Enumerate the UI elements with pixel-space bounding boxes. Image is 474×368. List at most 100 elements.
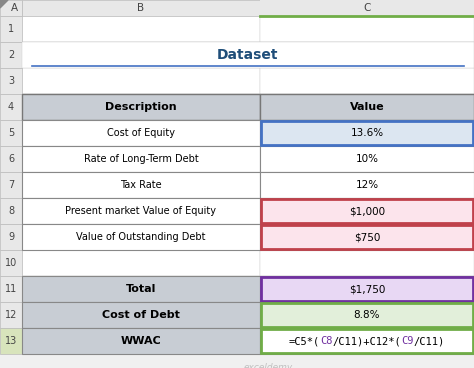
Bar <box>260 0 474 16</box>
Bar <box>261 329 473 353</box>
Bar <box>260 276 474 302</box>
Text: A: A <box>11 3 18 13</box>
Text: 11: 11 <box>5 284 17 294</box>
Bar <box>22 198 260 224</box>
Bar <box>0 172 22 198</box>
Text: =C5*(: =C5*( <box>289 336 320 346</box>
Bar <box>260 328 474 354</box>
Text: Rate of Long-Term Debt: Rate of Long-Term Debt <box>83 154 199 164</box>
Text: 2: 2 <box>8 50 14 60</box>
Text: $750: $750 <box>354 232 380 242</box>
Bar <box>260 94 474 120</box>
Bar <box>260 328 474 354</box>
Bar <box>260 172 474 198</box>
Bar <box>260 16 474 42</box>
Text: 8.8%: 8.8% <box>354 310 380 320</box>
Bar <box>261 225 473 249</box>
Text: 12%: 12% <box>356 180 379 190</box>
Text: $1,000: $1,000 <box>349 206 385 216</box>
Bar <box>260 198 474 224</box>
Bar <box>261 199 473 223</box>
Text: 8: 8 <box>8 206 14 216</box>
Text: Cost of Debt: Cost of Debt <box>102 310 180 320</box>
Text: $1,750: $1,750 <box>349 284 385 294</box>
Text: B: B <box>137 3 145 13</box>
Bar <box>0 302 22 328</box>
Bar <box>0 16 22 42</box>
Bar <box>22 198 260 224</box>
Text: WWAC: WWAC <box>120 336 161 346</box>
Text: Tax Rate: Tax Rate <box>120 180 162 190</box>
Bar <box>22 224 260 250</box>
Bar <box>261 121 473 145</box>
Text: 1: 1 <box>8 24 14 34</box>
Bar <box>260 146 474 172</box>
Bar <box>0 42 22 68</box>
Text: 10: 10 <box>5 258 17 268</box>
Bar <box>261 277 473 301</box>
Text: 5: 5 <box>8 128 14 138</box>
Bar <box>0 120 22 146</box>
Text: Description: Description <box>105 102 177 112</box>
Text: /C11): /C11) <box>414 336 445 346</box>
Bar <box>261 303 473 327</box>
Bar <box>260 0 474 16</box>
Text: exceldemy: exceldemy <box>243 364 292 368</box>
Bar <box>260 198 474 224</box>
Bar <box>260 276 474 302</box>
Bar <box>0 146 22 172</box>
Bar <box>22 42 474 68</box>
Bar <box>260 120 474 146</box>
Bar <box>260 146 474 172</box>
Bar <box>22 302 260 328</box>
Text: 13: 13 <box>5 336 17 346</box>
Text: Value: Value <box>350 102 384 112</box>
Bar <box>22 328 260 354</box>
Text: 13.6%: 13.6% <box>350 128 383 138</box>
Polygon shape <box>0 0 8 8</box>
Bar <box>22 276 260 302</box>
Bar <box>22 146 260 172</box>
Bar <box>260 42 474 68</box>
Bar <box>22 94 260 120</box>
Text: 3: 3 <box>8 76 14 86</box>
Bar <box>260 302 474 328</box>
Bar <box>22 172 260 198</box>
Bar <box>0 198 22 224</box>
Text: Present market Value of Equity: Present market Value of Equity <box>65 206 217 216</box>
Bar <box>0 0 22 16</box>
Text: C: C <box>363 3 371 13</box>
Text: 7: 7 <box>8 180 14 190</box>
Bar <box>22 0 260 16</box>
Bar <box>22 302 260 328</box>
Bar <box>22 250 260 276</box>
Text: 9: 9 <box>8 232 14 242</box>
Bar <box>22 120 260 146</box>
Text: Cost of Equity: Cost of Equity <box>107 128 175 138</box>
Bar <box>22 224 260 250</box>
Bar <box>0 276 22 302</box>
Bar <box>0 94 22 120</box>
Bar <box>0 68 22 94</box>
Bar <box>22 120 260 146</box>
Bar <box>260 172 474 198</box>
Text: 6: 6 <box>8 154 14 164</box>
Bar <box>22 172 260 198</box>
Bar <box>22 68 260 94</box>
Text: /C11)+C12*(: /C11)+C12*( <box>333 336 401 346</box>
Text: 12: 12 <box>5 310 17 320</box>
Bar <box>22 94 260 120</box>
Text: Total: Total <box>126 284 156 294</box>
Bar <box>0 250 22 276</box>
Text: Value of Outstanding Debt: Value of Outstanding Debt <box>76 232 206 242</box>
Text: 4: 4 <box>8 102 14 112</box>
Bar <box>22 328 260 354</box>
Bar <box>260 302 474 328</box>
Bar <box>260 68 474 94</box>
Bar <box>260 224 474 250</box>
Bar <box>0 328 22 354</box>
Bar <box>260 250 474 276</box>
Bar <box>22 276 260 302</box>
Text: C8: C8 <box>320 336 333 346</box>
Bar <box>260 120 474 146</box>
